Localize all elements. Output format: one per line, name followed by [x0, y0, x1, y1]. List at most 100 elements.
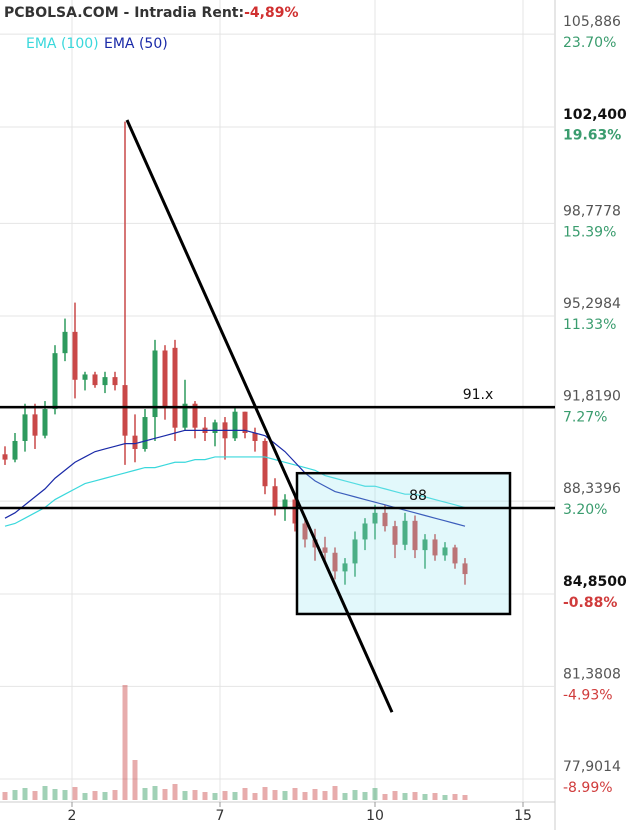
ema-line: [4, 456, 466, 527]
volume-bar: [342, 793, 348, 800]
y2-tick-label: 19.63%: [563, 128, 621, 144]
y2-tick-label: -4.93%: [563, 687, 613, 703]
volume-bar: [22, 788, 28, 800]
plot: [0, 0, 555, 802]
y2-tick-label: 3.20%: [563, 502, 607, 518]
y-tick-label: 98,7778: [563, 203, 621, 219]
candle-body: [82, 374, 88, 380]
volume-bar: [332, 786, 338, 800]
volume-bar: [72, 787, 78, 800]
y-tick-label: 77,9014: [563, 759, 621, 775]
candle-body: [112, 377, 118, 386]
candle-body: [72, 331, 78, 380]
volume-bar: [182, 791, 188, 800]
volume-bar: [162, 789, 168, 800]
candle-body: [252, 433, 258, 441]
volume-bar: [462, 795, 468, 800]
volume-bar: [232, 792, 238, 800]
volume-bar: [392, 791, 398, 800]
candle-body: [442, 547, 448, 556]
candle-body: [362, 523, 368, 540]
candle-body: [172, 347, 178, 428]
candle-body: [382, 512, 388, 527]
volume-bar: [242, 788, 248, 800]
y2-tick-label: 11.33%: [563, 317, 616, 333]
candle-body: [262, 440, 268, 487]
candle-body: [322, 547, 328, 553]
title: PCBOLSA.COM - Intradia Rent:-4,89%: [4, 5, 298, 21]
volume-bar: [82, 793, 88, 800]
volume-bar: [132, 760, 138, 800]
candle-body: [102, 377, 108, 386]
y-tick-label: 81,3808: [563, 666, 621, 682]
candle-body: [372, 512, 378, 524]
candle-body: [432, 539, 438, 556]
title-change: -4,89%: [244, 5, 298, 21]
candle-body: [162, 350, 168, 407]
volume-bar: [372, 788, 378, 800]
volume-bar: [362, 792, 368, 800]
candle-body: [52, 353, 58, 410]
y-tick-label: 91,8190: [563, 389, 621, 405]
volume-bar: [422, 794, 428, 800]
box-annotation: [295, 471, 512, 616]
candle-body: [342, 563, 348, 572]
candle-body: [242, 411, 248, 434]
volume-bar: [282, 791, 288, 800]
volume-bar: [42, 786, 48, 800]
volume-bar: [272, 790, 278, 800]
candle-body: [332, 552, 338, 572]
y2-tick-label: -0.88%: [563, 595, 617, 611]
candle-body: [422, 539, 428, 551]
volume-bar: [102, 792, 108, 800]
candle-body: [352, 539, 358, 564]
hline-label: 88: [409, 488, 427, 504]
x-tick-label: 2: [68, 808, 77, 824]
y2-tick-label: 7.27%: [563, 409, 607, 425]
volume-bar: [302, 792, 308, 800]
volume-bar: [192, 790, 198, 800]
candle-body: [412, 520, 418, 551]
x-tick-label: 15: [514, 808, 532, 824]
candle-body: [142, 417, 148, 449]
volume-bar: [212, 793, 218, 800]
candle-body: [152, 350, 158, 418]
candle-body: [182, 403, 188, 428]
volume-bar: [262, 787, 268, 800]
y-tick-label: 84,8500: [563, 574, 627, 590]
y2-tick-label: 15.39%: [563, 224, 616, 240]
candle-body: [122, 385, 128, 436]
volume-bar: [122, 685, 128, 800]
candle-body: [462, 563, 468, 575]
title-text: PCBOLSA.COM - Intradia Rent:: [4, 5, 244, 21]
hline-label: 91.x: [463, 387, 494, 403]
legend-entry: EMA (50): [104, 36, 168, 52]
volume-bar: [142, 788, 148, 800]
volume-bar: [292, 788, 298, 800]
y-tick-label: 102,400: [563, 107, 627, 123]
candle-body: [132, 435, 138, 449]
candle-body: [232, 411, 238, 439]
candle-body: [452, 547, 458, 564]
candle-body: [212, 422, 218, 434]
y-tick-label: 88,3396: [563, 481, 621, 497]
volume-bar: [322, 791, 328, 800]
candle-body: [32, 414, 38, 436]
volume-bar: [312, 789, 318, 800]
volume-bar: [442, 795, 448, 800]
volume-bar: [402, 793, 408, 800]
volume-bar: [152, 786, 158, 800]
volume-bar: [52, 789, 58, 800]
volume-bar: [62, 790, 68, 800]
y-tick-label: 105,886: [563, 14, 621, 30]
x-tick-label: 7: [216, 808, 225, 824]
candle-body: [392, 526, 398, 545]
candle-body: [92, 374, 98, 386]
trend-line: [125, 119, 394, 713]
volume-bar: [32, 791, 38, 800]
volume-bar: [412, 792, 418, 800]
volume-bar: [432, 793, 438, 800]
candle-body: [282, 499, 288, 508]
